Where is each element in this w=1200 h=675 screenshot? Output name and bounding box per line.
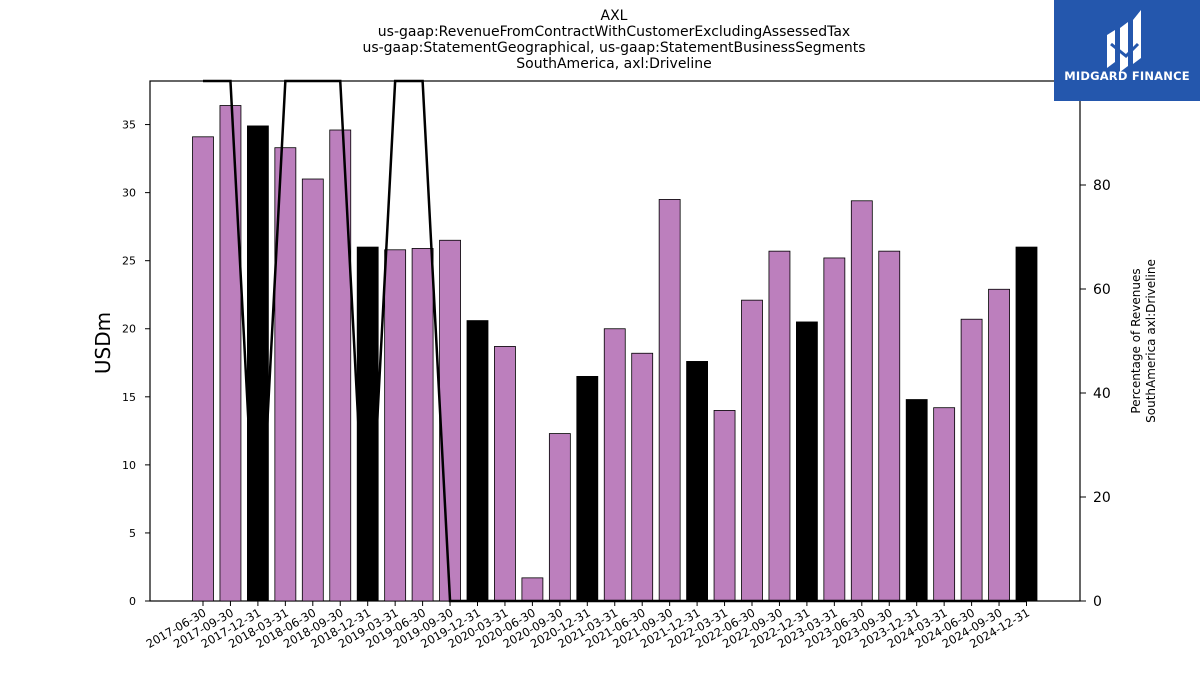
y-tick-label: 15 xyxy=(122,391,136,404)
bar xyxy=(219,105,242,602)
bar xyxy=(768,250,791,602)
y2-tick-label: 0 xyxy=(1093,594,1102,610)
bar xyxy=(686,361,708,602)
bar xyxy=(548,433,571,602)
bar xyxy=(631,352,654,602)
y2-axis-label-line2: SouthAmerica axl:Driveline xyxy=(1144,259,1158,423)
bar xyxy=(411,248,434,602)
y2-tick-label: 60 xyxy=(1093,282,1111,298)
bar xyxy=(1015,246,1038,602)
y2-tick-label: 20 xyxy=(1093,490,1111,506)
y-axis-label: USDm xyxy=(91,312,115,374)
bar xyxy=(658,199,681,602)
bar xyxy=(850,200,873,602)
chart-title-block: AXL us-gaap:RevenueFromContractWithCusto… xyxy=(214,8,1014,72)
bar xyxy=(823,257,846,602)
bar xyxy=(878,250,901,602)
logo-text: MIDGARD FINANCE xyxy=(1064,69,1190,83)
bar xyxy=(741,299,763,602)
y2-tick-label: 40 xyxy=(1093,386,1111,402)
bar xyxy=(466,320,489,602)
logo-mark-icon xyxy=(1107,10,1141,72)
bar xyxy=(439,239,461,602)
bar xyxy=(988,288,1010,602)
y-tick-label: 10 xyxy=(122,459,136,472)
bar xyxy=(933,407,956,602)
bar xyxy=(301,178,324,602)
bar xyxy=(246,125,269,602)
y2-tick-label: 80 xyxy=(1093,178,1111,194)
y-tick-label: 30 xyxy=(122,187,136,200)
bar xyxy=(713,410,736,602)
y2-axis-label-line1: Percentage of Revenues xyxy=(1129,268,1143,413)
chart-title: AXL xyxy=(600,8,628,24)
chart-subtitle-concept: us-gaap:RevenueFromContractWithCustomerE… xyxy=(377,24,851,40)
bar xyxy=(521,577,544,602)
bar xyxy=(576,375,599,602)
y-tick-label: 0 xyxy=(129,595,136,608)
bar xyxy=(905,399,928,602)
bar xyxy=(603,328,626,602)
bar xyxy=(960,318,983,602)
bar xyxy=(494,346,516,602)
y-tick-label: 35 xyxy=(122,119,136,132)
chart-subtitle-axes: us-gaap:StatementGeographical, us-gaap:S… xyxy=(362,40,866,56)
y-tick-label: 5 xyxy=(129,527,136,540)
y-tick-label: 25 xyxy=(122,255,136,268)
bar xyxy=(356,246,379,602)
bar xyxy=(192,136,214,602)
bar xyxy=(384,249,407,602)
y-tick-label: 20 xyxy=(122,323,136,336)
bar xyxy=(796,321,818,602)
chart-subtitle-members: SouthAmerica, axl:Driveline xyxy=(516,56,712,72)
midgard-finance-logo: MIDGARD FINANCE xyxy=(1054,0,1200,101)
